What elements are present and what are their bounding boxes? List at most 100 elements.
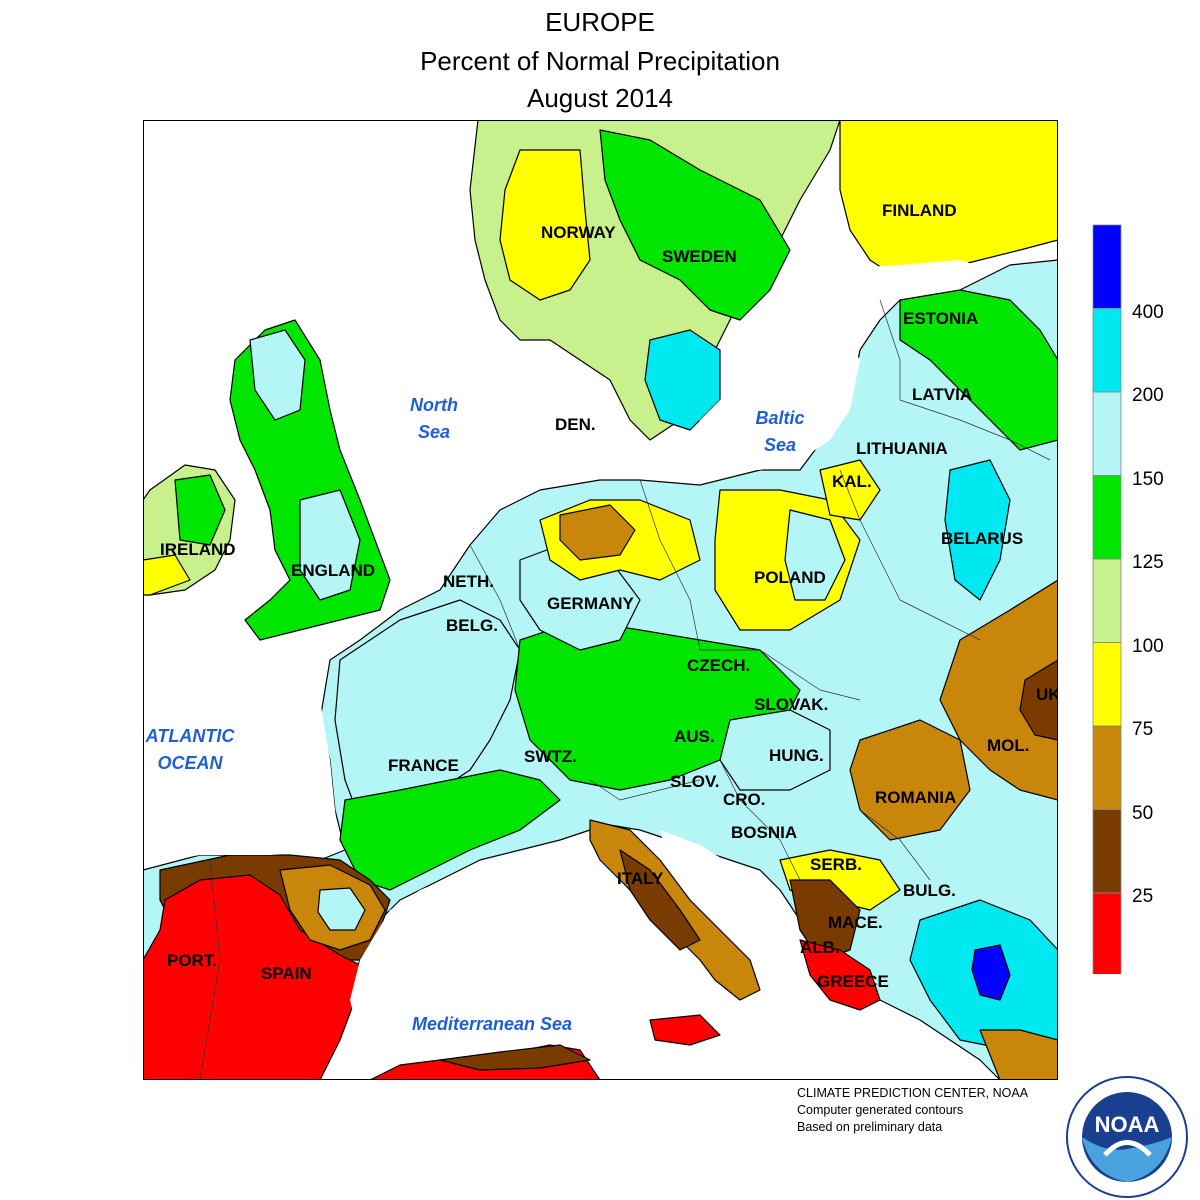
legend-swatch-75-100 <box>1092 642 1122 727</box>
region-romania-dry <box>849 719 971 841</box>
map-title-period: August 2014 <box>526 83 673 113</box>
legend-tick-100: 100 <box>1132 636 1164 657</box>
region-balkans-verydry <box>789 879 861 961</box>
label-portugal: PORT. <box>167 951 217 970</box>
legend-tick-75: 75 <box>1132 719 1153 740</box>
label-spain: SPAIN <box>261 964 312 983</box>
label-switzerland: SWTZ. <box>524 747 577 766</box>
region-gulf-of-finland <box>820 260 990 300</box>
region-ireland-wet <box>174 474 226 546</box>
legend-tick-25: 25 <box>1132 886 1153 907</box>
country-borders <box>199 299 1051 1080</box>
label-mediterranean-sea: Mediterranean Sea <box>412 1014 572 1034</box>
label-hungary: HUNG. <box>769 746 824 765</box>
label-england: ENGLAND <box>291 561 375 580</box>
region-england-cyan <box>299 489 361 601</box>
label-romania: ROMANIA <box>875 788 956 807</box>
label-norway: NORWAY <box>541 223 616 242</box>
legend-swatch-50-75 <box>1092 725 1122 810</box>
legend-swatch-150-200 <box>1092 391 1122 476</box>
region-aegean-extreme <box>971 944 1011 1001</box>
region-hungary-cyan <box>719 709 831 791</box>
noaa-logo-icon: NOAA <box>1066 1076 1188 1198</box>
legend-tick-50: 50 <box>1132 803 1153 824</box>
region-mediterranean <box>350 845 700 1060</box>
legend-tick-200: 200 <box>1132 385 1164 406</box>
label-poland: POLAND <box>754 568 826 587</box>
label-baltic-sea: Baltic Sea <box>755 408 804 455</box>
legend-swatch-400-and-above <box>1092 224 1122 309</box>
legend-tick-labels: 400 200 150 125 100 75 50 25 <box>1132 302 1164 907</box>
region-sweden-wet <box>599 129 791 321</box>
legend-tick-125: 125 <box>1132 552 1164 573</box>
legend-tick-400: 400 <box>1132 302 1164 323</box>
region-kaliningrad-dry <box>819 459 881 521</box>
label-france: FRANCE <box>388 756 459 775</box>
region-northspain-cyan <box>317 887 366 931</box>
label-ukraine: UK <box>1036 685 1058 704</box>
label-finland: FINLAND <box>882 201 957 220</box>
region-adriatic <box>660 830 790 960</box>
label-germany: GERMANY <box>547 594 635 613</box>
precipitation-map: NORWAY SWEDEN FINLAND ESTONIA LATVIA LIT… <box>143 120 1058 1080</box>
map-title-variable: Percent of Normal Precipitation <box>420 46 780 76</box>
credit-line-2: Computer generated contours <box>797 1103 964 1117</box>
region-italy-verydry <box>619 849 701 951</box>
label-belarus: BELARUS <box>941 529 1023 548</box>
region-france <box>334 599 521 821</box>
label-belgium: BELG. <box>446 616 498 635</box>
label-denmark: DEN. <box>555 415 596 434</box>
region-baltic-sea <box>690 330 860 470</box>
region-northgermany-brown <box>559 504 636 561</box>
legend-tick-150: 150 <box>1132 469 1164 490</box>
label-italy: ITALY <box>617 869 664 888</box>
label-greece: GREECE <box>817 972 889 991</box>
label-czechia: CZECH. <box>687 656 750 675</box>
color-legend: 400 200 150 125 100 75 50 25 <box>1092 224 1164 974</box>
label-serbia: SERB. <box>810 855 862 874</box>
region-turkey-dry <box>979 1029 1058 1080</box>
label-sweden: SWEDEN <box>662 247 737 266</box>
label-estonia: ESTONIA <box>903 309 978 328</box>
label-atlantic-ocean: ATLANTIC OCEAN <box>145 726 236 773</box>
region-baltics-wet <box>899 289 1058 451</box>
region-norway-dry <box>499 149 591 301</box>
region-atlantic <box>143 600 340 865</box>
label-macedonia: MACE. <box>828 913 883 932</box>
label-latvia: LATVIA <box>912 385 972 404</box>
region-belarus-cyan <box>944 459 1011 601</box>
region-scotland-cyan <box>249 329 306 421</box>
region-northafrica-dry <box>439 1044 591 1071</box>
label-ireland: IRELAND <box>160 540 236 559</box>
label-kaliningrad: KAL. <box>832 472 872 491</box>
noaa-logo-text: NOAA <box>1095 1112 1160 1137</box>
legend-swatch-25-50 <box>1092 809 1122 894</box>
legend-swatch-125-150 <box>1092 475 1122 560</box>
label-netherlands: NETH. <box>443 572 494 591</box>
label-north-sea: North Sea <box>410 395 458 442</box>
region-greece-extreme <box>799 939 881 1011</box>
legend-swatch-200-400 <box>1092 308 1122 393</box>
region-poland-cyan <box>784 509 846 601</box>
label-lithuania: LITHUANIA <box>856 439 948 458</box>
water-label-group: North Sea Baltic Sea ATLANTIC OCEAN Mediter… <box>145 395 805 1034</box>
credit-line-1: CLIMATE PREDICTION CENTER, NOAA <box>797 1086 1029 1100</box>
label-slovakia: SLOVAK. <box>754 695 828 714</box>
region-ukraine-verydry <box>1019 659 1058 741</box>
legend-swatch-25-and-below <box>1092 892 1122 974</box>
credit-line-3: Based on preliminary data <box>797 1120 943 1134</box>
legend-swatch-100-125 <box>1092 558 1122 643</box>
label-albania: ALB. <box>800 938 840 957</box>
country-label-group: NORWAY SWEDEN FINLAND ESTONIA LATVIA LIT… <box>160 201 1058 991</box>
legend-bar-stack <box>1092 224 1122 974</box>
region-north-sea <box>330 320 540 570</box>
label-moldova: MOL. <box>987 736 1030 755</box>
label-bulgaria: BULG. <box>903 881 956 900</box>
label-bosnia: BOSNIA <box>731 823 797 842</box>
label-austria: AUS. <box>674 727 715 746</box>
label-croatia: CRO. <box>723 790 766 809</box>
region-ireland-dry <box>143 554 191 596</box>
map-title-region: EUROPE <box>545 7 655 37</box>
label-slovenia: SLOV. <box>670 772 719 791</box>
region-sicily <box>649 1014 721 1046</box>
